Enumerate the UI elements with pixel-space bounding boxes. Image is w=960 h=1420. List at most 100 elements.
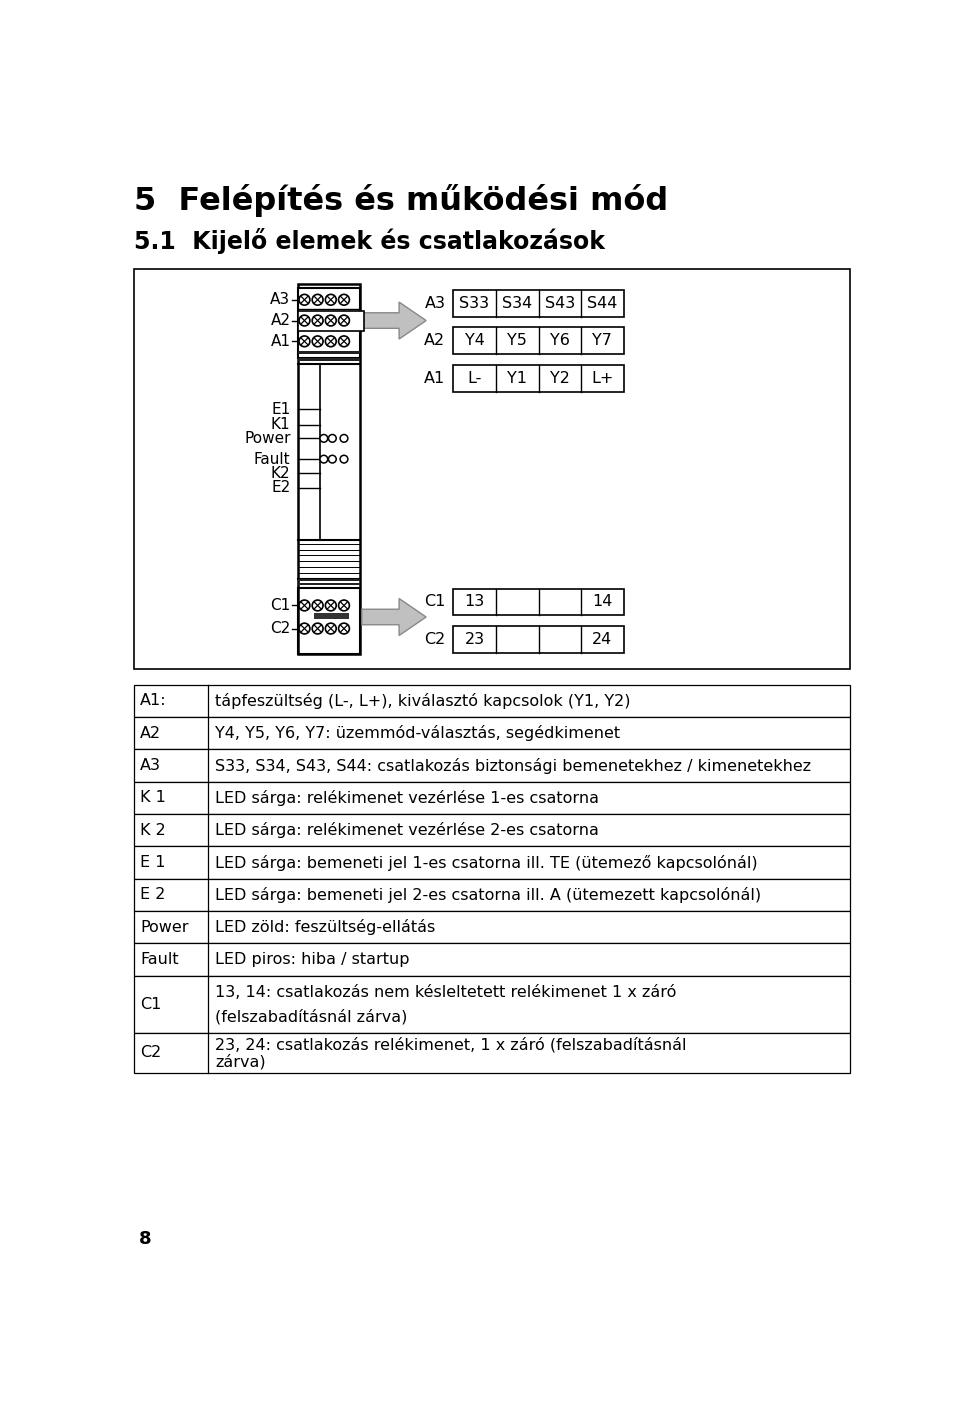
Circle shape <box>320 456 327 463</box>
Bar <box>134 879 850 912</box>
Text: C2: C2 <box>424 632 445 648</box>
Text: LED sárga: bemeneti jel 2-es csatorna ill. A (ütemezett kapcsolónál): LED sárga: bemeneti jel 2-es csatorna il… <box>215 888 761 903</box>
Text: LED sárga: relékimenet vezérlése 1-es csatorna: LED sárga: relékimenet vezérlése 1-es cs… <box>215 790 599 807</box>
Bar <box>299 358 360 361</box>
Text: A2: A2 <box>271 312 291 328</box>
Text: 14: 14 <box>592 595 612 609</box>
Text: Y4: Y4 <box>465 334 485 348</box>
Bar <box>453 290 624 317</box>
Bar <box>453 588 624 615</box>
Circle shape <box>299 623 310 633</box>
Text: LED sárga: bemeneti jel 1-es csatorna ill. TE (ütemező kapcsolónál): LED sárga: bemeneti jel 1-es csatorna il… <box>215 855 758 870</box>
Text: Power: Power <box>140 920 189 934</box>
Bar <box>134 1032 850 1074</box>
Text: S33, S34, S43, S44: csatlakozás biztonsági bemenetekhez / kimenetekhez: S33, S34, S43, S44: csatlakozás biztonsá… <box>215 758 811 774</box>
Text: Y6: Y6 <box>550 334 569 348</box>
Text: 13: 13 <box>465 595 485 609</box>
Text: Power: Power <box>244 430 291 446</box>
Text: L-: L- <box>468 371 482 386</box>
Bar <box>134 846 850 879</box>
Bar <box>299 588 360 655</box>
Circle shape <box>339 294 349 305</box>
Circle shape <box>312 623 324 633</box>
Circle shape <box>312 315 324 327</box>
Circle shape <box>299 315 310 327</box>
Bar <box>134 943 850 976</box>
Text: Y4, Y5, Y6, Y7: üzemmód-választás, segédkimenet: Y4, Y5, Y6, Y7: üzemmód-választás, segéd… <box>215 726 620 741</box>
Text: E 1: E 1 <box>140 855 166 870</box>
Bar <box>299 284 360 655</box>
Text: 13, 14: csatlakozás nem késleltetett relékimenet 1 x záró: 13, 14: csatlakozás nem késleltetett rel… <box>215 985 677 1001</box>
Bar <box>453 328 624 355</box>
Circle shape <box>339 337 349 346</box>
Bar <box>134 782 850 814</box>
Circle shape <box>325 294 336 305</box>
Text: Fault: Fault <box>253 452 291 467</box>
Text: A1: A1 <box>271 334 291 349</box>
Bar <box>299 351 360 355</box>
Text: A3: A3 <box>424 295 445 311</box>
Text: tápfeszültség (L-, L+), kiválasztó kapcsolok (Y1, Y2): tápfeszültség (L-, L+), kiválasztó kapcs… <box>215 693 631 709</box>
Text: (felszabadításnál zárva): (felszabadításnál zárva) <box>215 1010 408 1025</box>
Text: zárva): zárva) <box>215 1054 266 1069</box>
Circle shape <box>312 337 324 346</box>
Text: LED piros: hiba / startup: LED piros: hiba / startup <box>215 953 410 967</box>
Text: E 2: E 2 <box>140 888 165 903</box>
Bar <box>453 365 624 392</box>
Text: K 2: K 2 <box>140 822 166 838</box>
Bar <box>134 717 850 750</box>
Bar <box>299 584 360 585</box>
Bar <box>134 684 850 717</box>
Bar <box>299 578 360 581</box>
Circle shape <box>328 456 336 463</box>
Text: Y2: Y2 <box>550 371 569 386</box>
Text: A1: A1 <box>424 371 445 386</box>
Circle shape <box>339 315 349 327</box>
Text: C2: C2 <box>271 621 291 636</box>
Text: 5.1  Kijelő elemek és csatlakozások: 5.1 Kijelő elemek és csatlakozások <box>134 229 605 254</box>
Text: 8: 8 <box>139 1230 152 1248</box>
Circle shape <box>339 623 349 633</box>
Text: S33: S33 <box>460 295 490 311</box>
Text: 24: 24 <box>592 632 612 648</box>
Text: E1: E1 <box>272 402 291 416</box>
Text: 23: 23 <box>465 632 485 648</box>
Bar <box>314 613 348 619</box>
Bar <box>134 976 850 1032</box>
Text: A3: A3 <box>271 293 291 307</box>
Circle shape <box>312 601 324 611</box>
Circle shape <box>299 601 310 611</box>
Circle shape <box>312 294 324 305</box>
Text: K1: K1 <box>271 417 291 432</box>
Bar <box>134 750 850 782</box>
Text: LED zöld: feszültség-ellátás: LED zöld: feszültség-ellátás <box>215 919 436 936</box>
FancyArrow shape <box>362 302 426 339</box>
Circle shape <box>299 294 310 305</box>
Bar <box>134 814 850 846</box>
Text: Y5: Y5 <box>507 334 527 348</box>
Circle shape <box>340 456 348 463</box>
Text: A1:: A1: <box>140 693 167 709</box>
Text: A2: A2 <box>424 334 445 348</box>
Text: Y1: Y1 <box>507 371 527 386</box>
Bar <box>134 912 850 943</box>
FancyArrow shape <box>362 598 426 636</box>
Text: Y7: Y7 <box>592 334 612 348</box>
Bar <box>299 311 364 331</box>
Bar <box>134 268 850 669</box>
Text: 23, 24: csatlakozás relékimenet, 1 x záró (felszabadításnál: 23, 24: csatlakozás relékimenet, 1 x zár… <box>215 1037 686 1052</box>
Text: E2: E2 <box>272 480 291 496</box>
Circle shape <box>325 337 336 346</box>
Text: L+: L+ <box>591 371 613 386</box>
Circle shape <box>339 601 349 611</box>
Text: C1: C1 <box>271 598 291 613</box>
Circle shape <box>325 623 336 633</box>
Bar <box>299 288 360 358</box>
Text: 5  Felépítés és működési mód: 5 Felépítés és működési mód <box>134 185 668 217</box>
Text: K2: K2 <box>271 466 291 480</box>
Circle shape <box>340 435 348 442</box>
Text: K 1: K 1 <box>140 791 166 805</box>
Text: A3: A3 <box>140 758 161 772</box>
Circle shape <box>299 337 310 346</box>
Text: C1: C1 <box>140 997 161 1012</box>
